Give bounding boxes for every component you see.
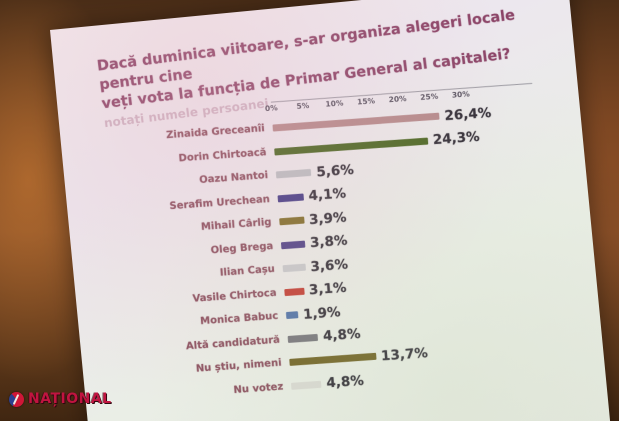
- chart-rows: Zinaida Greceanîi 26,4% Dorin Chirtoacă 24,…: [89, 96, 578, 411]
- x-tick-label: 5%: [296, 100, 310, 111]
- candidate-value: 13,7%: [380, 344, 429, 365]
- candidate-bar: [279, 216, 305, 226]
- candidate-value: 3,9%: [308, 209, 348, 228]
- x-tick-label: 25%: [419, 91, 439, 102]
- candidate-bar: [282, 263, 306, 273]
- candidate-value: 26,4%: [443, 104, 492, 124]
- candidate-bar: [284, 287, 305, 296]
- candidate-bar: [277, 193, 304, 203]
- x-tick-label: 10%: [325, 98, 344, 109]
- candidate-value: 1,9%: [302, 303, 342, 323]
- candidate-bar: [289, 353, 377, 367]
- candidate-value: 4,8%: [325, 372, 365, 392]
- candidate-value: 24,3%: [432, 129, 481, 149]
- candidate-value: 4,1%: [308, 185, 347, 205]
- poll-bar-chart: 0% 5% 10% 15% 20% 25% 30% Zinaida Greceanîi 26,…: [88, 81, 578, 411]
- x-tick-label: 15%: [356, 96, 376, 107]
- candidate-value: 3,8%: [309, 232, 349, 252]
- candidate-bar: [280, 240, 306, 250]
- projection-screen: Dacă duminica viitoare, s-ar organiza al…: [50, 0, 613, 421]
- candidate-value: 4,8%: [322, 326, 362, 345]
- channel-watermark-label: NAȚIONAL: [28, 391, 112, 407]
- channel-watermark: NAȚIONAL: [9, 391, 112, 407]
- candidate-value: 3,6%: [309, 256, 349, 275]
- x-tick-label: 30%: [451, 89, 471, 100]
- candidate-value: 5,6%: [315, 161, 355, 181]
- candidate-bar: [287, 333, 319, 343]
- candidate-bar: [274, 137, 429, 156]
- national-logo-circle-icon: [9, 391, 24, 407]
- candidate-bar: [290, 380, 322, 390]
- candidate-value: 3,1%: [308, 279, 347, 299]
- x-tick-label: 20%: [388, 93, 407, 105]
- candidate-bar: [285, 311, 299, 320]
- x-tick-label: 0%: [264, 103, 278, 114]
- candidate-bar: [275, 169, 312, 179]
